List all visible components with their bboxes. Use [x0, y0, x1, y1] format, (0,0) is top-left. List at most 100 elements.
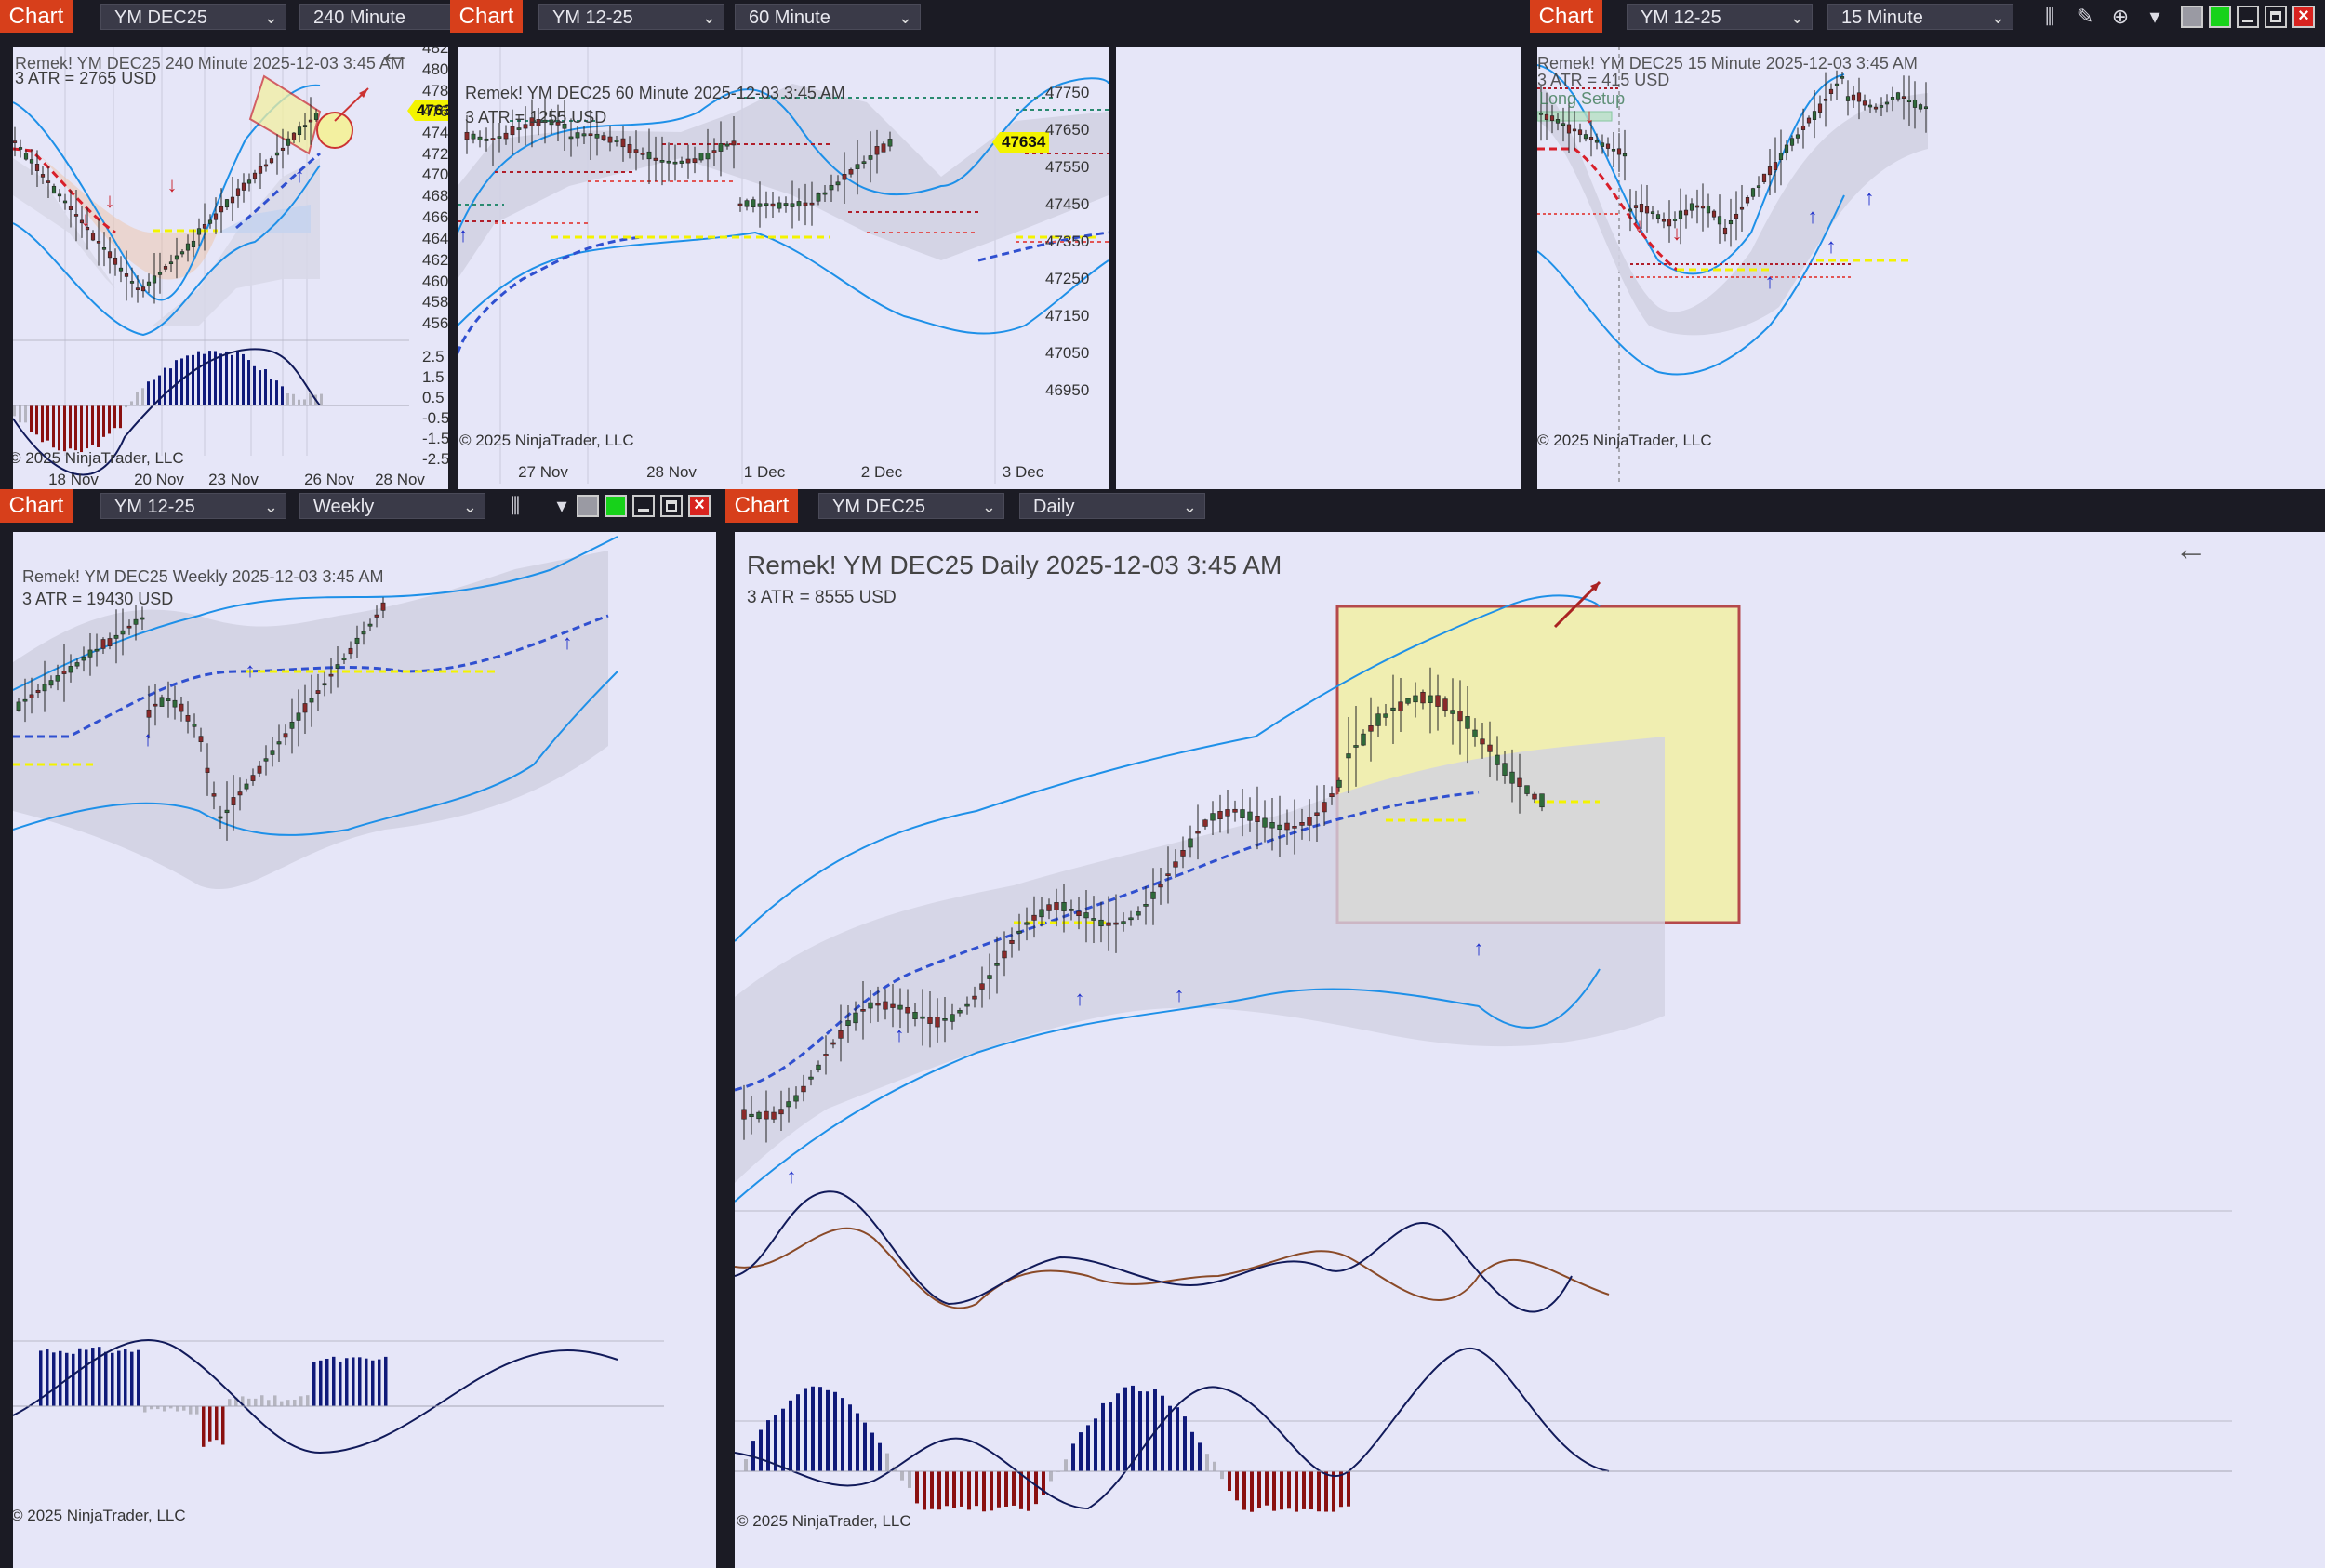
chart-panel[interactable]: ↑ ↑ ↑ ↑ ↑ Remek! YM DEC25 Daily 2025-12-03 3… [735, 532, 2325, 1568]
histogram-bar [1332, 1471, 1335, 1512]
histogram-bar [247, 1398, 251, 1406]
histogram-bar [180, 358, 183, 405]
histogram-bar [72, 1353, 75, 1406]
back-arrow-icon[interactable]: ← [378, 47, 411, 71]
instrument-selector[interactable]: YM DEC25 ⌄ [100, 4, 286, 30]
chevron-down-icon: ⌄ [701, 8, 716, 27]
link-green-button[interactable] [2209, 6, 2231, 28]
histogram-bar [1019, 1471, 1023, 1509]
chevron-down-icon[interactable]: ▾ [2149, 5, 2160, 28]
candle-body [276, 741, 282, 745]
candle-body [464, 131, 470, 140]
chart-menu-button[interactable]: Chart [0, 0, 73, 33]
chart-title: Remek! YM DEC25 60 Minute 2025-12-03 3:4… [465, 84, 845, 102]
candle-body [1532, 793, 1537, 800]
candle-body [1465, 716, 1470, 729]
link-gray-button[interactable] [2181, 6, 2203, 28]
instrument-selector[interactable]: YM 12-25 ⌄ [538, 4, 724, 30]
candle-body [653, 157, 658, 161]
instrument-selector[interactable]: YM 12-25 ⌄ [1627, 4, 1813, 30]
candle-body [126, 625, 132, 629]
interval-selector[interactable]: 60 Minute ⌄ [735, 4, 921, 30]
candle-body [1420, 691, 1426, 704]
candle-body [153, 703, 158, 707]
candle-body [118, 267, 124, 272]
histogram-bar [176, 1406, 179, 1412]
histogram-bar [1064, 1459, 1068, 1471]
chart-panel[interactable]: ↑ ↑ ↑ Remek! YM DEC25 Weekly 2025-12-03 3:… [13, 532, 716, 1568]
chart-panel[interactable]: ↓ ↓ ↓ ↑ Remek! YM DEC25 240 Minute 2025-12-… [13, 47, 448, 489]
minimize-button[interactable] [2237, 6, 2259, 28]
zoom-in-icon[interactable]: ⊕ [2111, 5, 2130, 28]
chart-menu-button[interactable]: Chart [0, 489, 73, 523]
chart-window-daily: Chart YM DEC25 ⌄ Daily ⌄ ↑ ↑ ↑ ↑ ↑ Remek! YM D… [725, 489, 2325, 1568]
histogram-bar [273, 1395, 277, 1406]
chart-panel[interactable]: ↑ Remek! YM DEC25 60 Minute 2025-12-03 3… [458, 47, 1109, 489]
chart-menu-button[interactable]: Chart [725, 489, 798, 523]
chart-toolbar: Chart YM 12-25 ⌄ 60 Minute ⌄ [450, 0, 1521, 33]
histogram-bar [242, 353, 245, 405]
chart-menu-button[interactable]: Chart [1530, 0, 1602, 33]
histogram-group [39, 1347, 388, 1447]
pencil-icon[interactable]: ✎ [2076, 5, 2094, 28]
candle-body [1284, 822, 1290, 831]
candle-body [107, 638, 113, 646]
instrument-selector[interactable]: YM 12-25 ⌄ [100, 493, 286, 519]
close-button[interactable]: × [688, 495, 711, 517]
candle-body [168, 261, 174, 264]
candle-body [40, 174, 46, 178]
candle-body [1524, 785, 1530, 794]
candle-body [757, 203, 763, 207]
candle-body [218, 816, 223, 819]
chart-window-15min: Chart YM 12-25 ⌄ 15 Minute ⌄ ⫼ ✎ ⊕ ▾ × ↓ ↓ ↓… [1530, 0, 2325, 489]
candle-body [133, 618, 139, 625]
maximize-button[interactable] [2265, 6, 2287, 28]
maximize-button[interactable] [660, 495, 683, 517]
bar-chart-icon[interactable]: ⫼ [510, 494, 521, 517]
candle-body [1800, 125, 1806, 130]
candle-body [1756, 185, 1761, 188]
histogram-bar [1153, 1389, 1157, 1471]
candle-body [796, 201, 802, 207]
histogram-bar [231, 354, 233, 405]
link-gray-button[interactable] [577, 495, 599, 517]
svg-text:↑: ↑ [1765, 270, 1775, 293]
candle-body [529, 117, 535, 126]
chevron-down-icon: ⌄ [263, 8, 278, 27]
chart-toolbar: Chart YM 12-25 ⌄ Weekly ⌄ ⫼ ▾ × [0, 489, 725, 523]
histogram-bar [833, 1391, 837, 1471]
candle-body [302, 125, 308, 128]
histogram-bar [1027, 1471, 1030, 1511]
interval-selector[interactable]: 15 Minute ⌄ [1827, 4, 2013, 30]
chevron-down-icon: ⌄ [981, 498, 996, 516]
bar-chart-icon[interactable]: ⫼ [2044, 5, 2055, 28]
candle-body [868, 1002, 873, 1009]
chart-panel[interactable]: ↓ ↓ ↓ ↑ ↑ ↑ ↑ Remek! YM DEC25 15 Minute 2025-1… [1537, 47, 1928, 489]
back-arrow-icon[interactable]: ← [2174, 532, 2208, 567]
candle-body [1555, 119, 1561, 124]
candle-body [783, 203, 789, 206]
candle-body [1009, 939, 1015, 944]
interval-selector[interactable]: Weekly ⌄ [299, 493, 485, 519]
histogram-bar [1116, 1393, 1120, 1471]
chart-menu-button[interactable]: Chart [450, 0, 523, 33]
candle-body [1292, 826, 1297, 829]
interval-selector[interactable]: 240 Minute⌄ [299, 4, 450, 30]
candle-body [497, 136, 502, 139]
y-tick: 46950 [1045, 381, 1090, 399]
candle-body [1361, 733, 1366, 746]
close-button[interactable]: × [2292, 6, 2315, 28]
link-green-button[interactable] [604, 495, 627, 517]
histogram-bar [298, 399, 300, 405]
candle-body [1689, 203, 1694, 211]
interval-selector[interactable]: Daily ⌄ [1019, 493, 1205, 519]
histogram-bar [111, 1352, 114, 1406]
candle-body [361, 631, 366, 635]
instrument-selector[interactable]: YM DEC25 ⌄ [818, 493, 1004, 519]
chevron-down-icon[interactable]: ▾ [556, 494, 567, 517]
candle-body [1247, 811, 1253, 821]
histogram-bar [1295, 1471, 1298, 1512]
candle-body [1106, 922, 1111, 926]
histogram-bar [804, 1388, 807, 1471]
minimize-button[interactable] [632, 495, 655, 517]
